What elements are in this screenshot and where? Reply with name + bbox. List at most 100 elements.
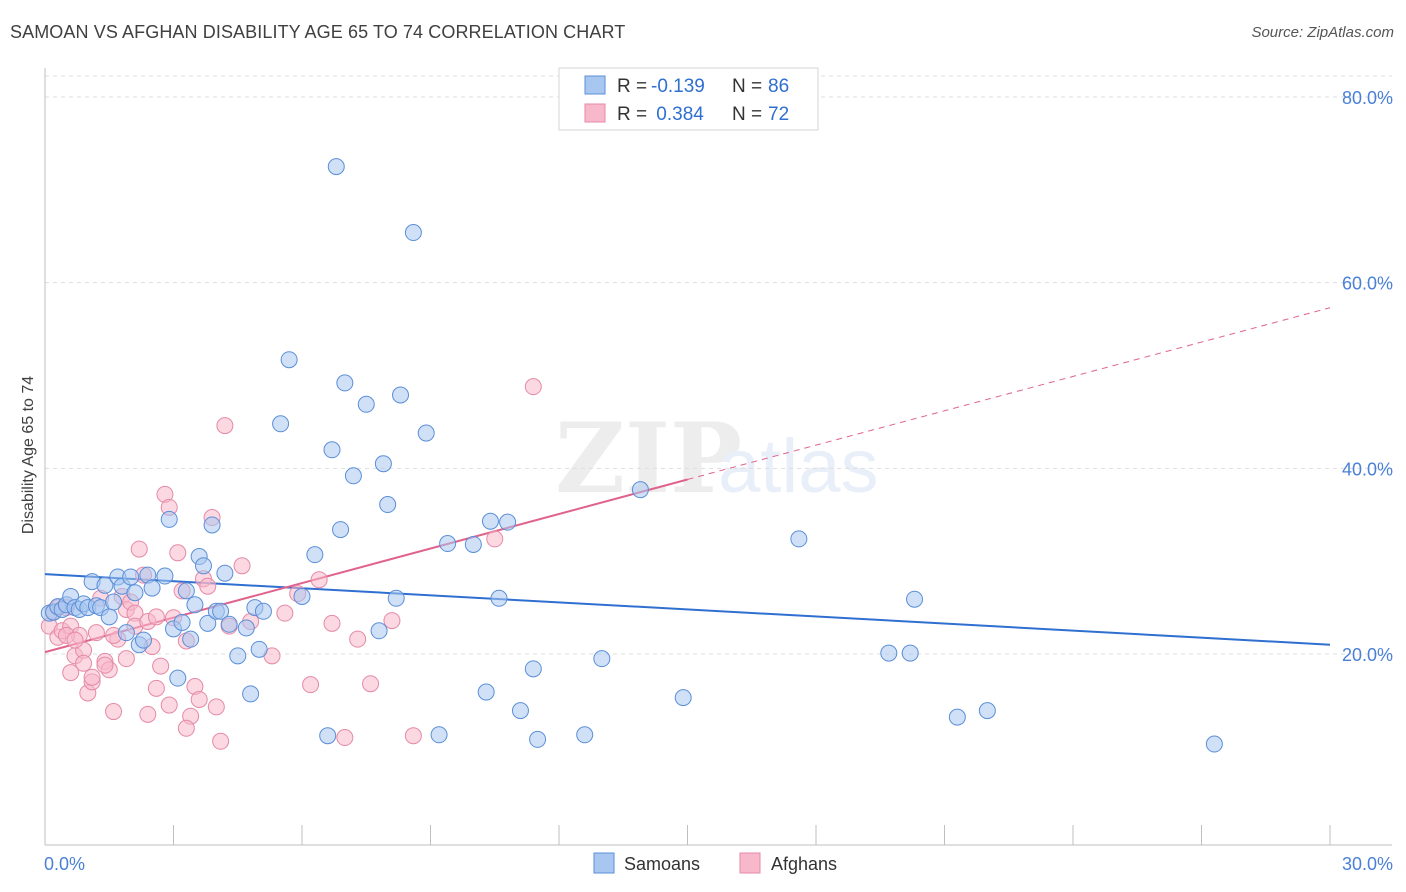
afghans-point	[362, 675, 380, 693]
samoans-point	[135, 631, 153, 649]
legend-swatch-afghans	[584, 103, 606, 123]
bottom-legend-afghans: Afghans	[771, 854, 837, 874]
legend-r-value-1: -0.139	[651, 76, 705, 97]
samoans-point	[576, 726, 594, 744]
samoans-point	[143, 579, 161, 597]
afghans-point	[336, 729, 354, 747]
samoans-point	[631, 481, 649, 499]
samoans-point	[186, 596, 204, 614]
afghans-point	[404, 727, 422, 745]
watermark: ZIP atlas	[555, 402, 879, 515]
legend-r-label-2: R =	[617, 104, 647, 125]
samoans-point	[177, 582, 195, 600]
samoans-point	[511, 702, 529, 720]
samoans-point	[242, 685, 260, 703]
samoans-point	[332, 521, 350, 539]
samoans-point	[160, 510, 178, 528]
afghans-point	[117, 650, 135, 668]
legend-box: R = -0.139 N = 86 R = 0.384 N = 72	[558, 67, 819, 131]
legend-swatch-samoans	[584, 75, 606, 95]
samoans-point	[229, 647, 247, 665]
samoans-point	[194, 557, 212, 575]
samoans-point	[978, 702, 996, 720]
afghans-point	[105, 703, 123, 721]
afghans-point	[177, 719, 195, 737]
samoans-point	[464, 535, 482, 553]
samoans-point	[100, 608, 118, 626]
samoans-point	[374, 455, 392, 473]
axes	[44, 68, 1392, 846]
y-axis-label: Disability Age 65 to 74	[20, 376, 37, 534]
chart-title: SAMOAN VS AFGHAN DISABILITY AGE 65 TO 74…	[10, 22, 626, 42]
afghans-point	[207, 698, 225, 716]
afghans-trend-extension	[687, 307, 1331, 480]
afghans-point	[75, 654, 93, 672]
samoans-point	[323, 441, 341, 459]
samoans-point	[169, 669, 187, 687]
afghans-point	[160, 696, 178, 714]
samoans-point	[524, 660, 542, 678]
samoans-point	[430, 726, 448, 744]
legend-n-label-1: N =	[732, 76, 762, 97]
samoans-point	[182, 630, 200, 648]
samoans-point	[173, 613, 191, 631]
afghans-point	[323, 614, 341, 632]
data-points	[40, 158, 1223, 753]
samoans-point	[216, 564, 234, 582]
samoans-point	[357, 395, 375, 413]
afghans-point	[96, 656, 114, 674]
samoans-point	[203, 516, 221, 534]
samoans-point	[529, 730, 547, 748]
afghans-point	[87, 624, 105, 642]
trend-lines	[44, 307, 1331, 654]
samoans-point	[212, 602, 230, 620]
afghans-point	[276, 604, 294, 622]
afghans-point	[190, 690, 208, 708]
afghans-point	[152, 657, 170, 675]
samoans-point	[237, 619, 255, 637]
samoans-point	[336, 374, 354, 392]
samoans-point	[272, 415, 290, 433]
legend-n-value-1: 86	[768, 76, 789, 97]
samoans-point	[293, 587, 311, 605]
samoans-point	[96, 576, 114, 594]
afghans-point	[62, 664, 80, 682]
samoans-trend-line	[44, 573, 1331, 646]
bottom-legend-samoans: Samoans	[624, 854, 700, 874]
afghans-point	[524, 378, 542, 396]
samoans-point	[117, 624, 135, 642]
samoans-point	[948, 708, 966, 726]
afghans-point	[139, 705, 157, 723]
afghans-point	[349, 630, 367, 648]
samoans-point	[370, 622, 388, 640]
x-tick-label: 0.0%	[44, 854, 85, 874]
afghans-point	[130, 540, 148, 558]
bottom-legend: Samoans Afghans	[593, 852, 837, 874]
samoans-point	[404, 224, 422, 242]
samoans-point	[387, 589, 405, 607]
afghans-point	[212, 732, 230, 750]
samoans-point	[199, 614, 217, 632]
samoans-point	[327, 158, 345, 176]
samoans-point	[490, 589, 508, 607]
samoans-point	[379, 496, 397, 514]
samoans-point	[477, 683, 495, 701]
afghans-point	[310, 571, 328, 589]
tick-labels: 20.0% 40.0% 60.0% 80.0% 0.0% 30.0%	[44, 88, 1393, 874]
afghans-point	[147, 679, 165, 697]
afghans-point	[216, 417, 234, 435]
y-tick-label: 40.0%	[1342, 459, 1393, 479]
samoans-point	[156, 567, 174, 585]
afghans-point	[199, 577, 217, 595]
y-tick-label: 60.0%	[1342, 274, 1393, 294]
samoans-point	[790, 530, 808, 548]
afghans-point	[486, 530, 504, 548]
y-tick-label: 80.0%	[1342, 88, 1393, 108]
samoans-point	[344, 467, 362, 485]
samoans-point	[593, 650, 611, 668]
samoans-point	[105, 593, 123, 611]
x-tick-label: 30.0%	[1342, 854, 1393, 874]
samoans-point	[306, 546, 324, 564]
svg-text:atlas: atlas	[718, 424, 879, 509]
